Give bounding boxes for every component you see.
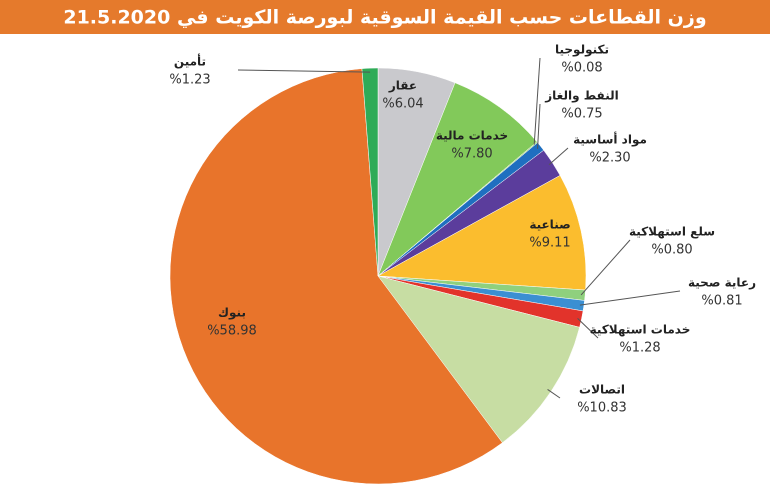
leader-line — [577, 317, 599, 339]
leader-line — [547, 388, 561, 399]
slice-label: سلع استهلاكية — [629, 225, 715, 239]
slice-label: خدمات مالية — [436, 129, 508, 143]
pie-slice — [377, 82, 538, 277]
pie-slice — [361, 67, 379, 277]
value-label: %1.23 — [169, 73, 210, 88]
value-label: %7.80 — [451, 147, 492, 162]
slice-label: عقار — [388, 79, 417, 93]
slice-label: بنوك — [218, 306, 246, 321]
chart-title: وزن القطاعات حسب القيمة السوقية لبورصة ا… — [63, 7, 706, 29]
title-bar — [0, 0, 770, 34]
leader-line — [237, 69, 371, 73]
pie-slice — [377, 175, 587, 291]
value-label: %58.98 — [207, 324, 257, 339]
leader-line — [579, 290, 681, 306]
slice-label: النفط والغاز — [544, 89, 618, 104]
value-label: %2.30 — [589, 151, 630, 166]
leader-line — [533, 57, 541, 145]
slice-label: مواد أساسية — [573, 132, 647, 148]
value-label: %0.80 — [651, 243, 692, 258]
slice-label: تكنولوجيا — [555, 43, 609, 58]
value-label: %6.04 — [382, 97, 423, 112]
slice-label: خدمات استهلاكية — [590, 323, 691, 337]
slice-label: صناعية — [529, 218, 570, 232]
value-label: %0.81 — [701, 294, 742, 309]
slice-label: رعاية صحية — [688, 276, 756, 290]
leader-line — [537, 103, 541, 149]
slice-label: اتصالات — [579, 383, 625, 397]
value-label: %0.75 — [561, 107, 602, 122]
pie-slice — [169, 68, 503, 485]
value-label: %1.28 — [619, 341, 660, 356]
value-label: %9.11 — [529, 236, 570, 251]
leader-line — [548, 147, 569, 166]
value-label: %10.83 — [577, 401, 627, 416]
leader-line — [580, 239, 631, 296]
value-label: %0.08 — [561, 61, 602, 76]
slice-label: تأمين — [174, 54, 206, 69]
